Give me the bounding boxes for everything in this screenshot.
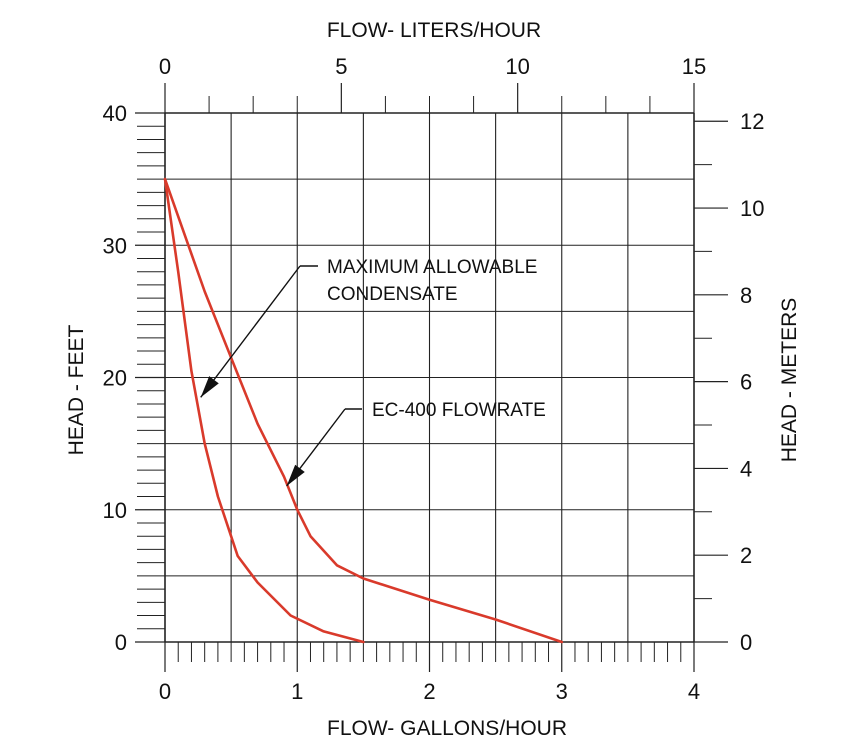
right-tick-label: 6	[740, 370, 752, 395]
annotation-label: EC-400 FLOWRATE	[372, 400, 546, 421]
annotation-leader	[200, 265, 301, 398]
grid	[164, 112, 695, 643]
right-tick-label: 2	[740, 543, 752, 568]
series-line-1	[163, 177, 365, 644]
right-tick-label: 0	[740, 630, 752, 655]
annotation-label: MAXIMUM ALLOWABLE	[327, 257, 537, 278]
right-axis-title: HEAD - METERS	[778, 298, 801, 463]
right-tick-label: 8	[740, 283, 752, 308]
bottom-tick-label: 0	[159, 679, 171, 704]
right-tick-label: 12	[740, 109, 764, 134]
annotation-arrowhead	[286, 464, 305, 486]
left-tick-label: 30	[103, 233, 127, 258]
left-tick-label: 10	[103, 498, 127, 523]
top-tick-label: 5	[335, 54, 347, 79]
minor-ticks	[135, 83, 728, 672]
left-axis-title: HEAD - FEET	[65, 324, 88, 455]
top-tick-label: 10	[505, 54, 529, 79]
top-tick-label: 0	[159, 54, 171, 79]
series-line-2	[163, 177, 564, 644]
bottom-tick-label: 2	[423, 679, 435, 704]
top-tick-label: 15	[682, 54, 706, 79]
bottom-axis-title: FLOW- GALLONS/HOUR	[327, 717, 567, 740]
annotation-label: CONDENSATE	[327, 284, 458, 305]
bottom-tick-label: 1	[291, 679, 303, 704]
annotations: MAXIMUM ALLOWABLE CONDENSATE EC-400 FLOWRA…	[200, 257, 546, 487]
bottom-tick-label: 3	[556, 679, 568, 704]
bottom-tick-label: 4	[688, 679, 700, 704]
left-tick-label: 20	[103, 366, 127, 391]
series-lines	[163, 177, 564, 644]
left-tick-label: 40	[103, 101, 127, 126]
top-axis-title: FLOW- LITERS/HOUR	[327, 19, 541, 42]
right-tick-label: 4	[740, 456, 752, 481]
left-tick-label: 0	[115, 630, 127, 655]
right-tick-label: 10	[740, 196, 764, 221]
annotation-arrowhead	[200, 376, 219, 398]
